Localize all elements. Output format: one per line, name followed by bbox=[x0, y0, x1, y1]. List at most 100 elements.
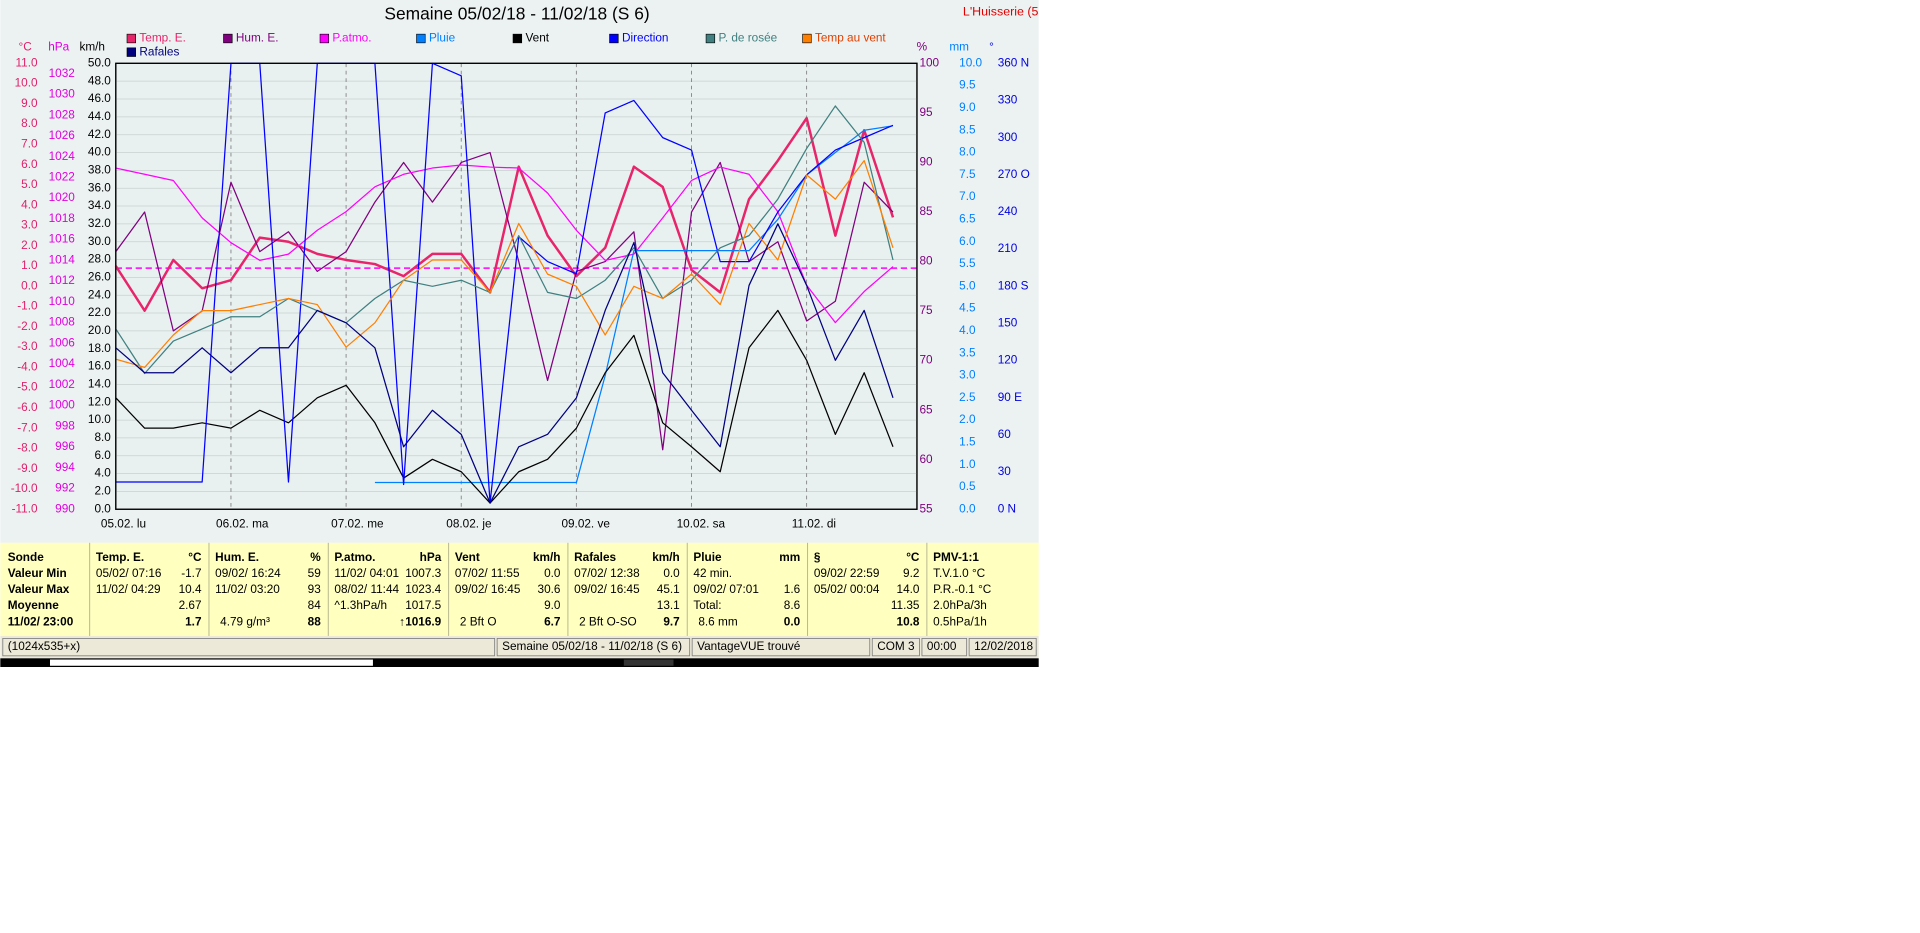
cell-text: 09/02/ 16:45 bbox=[574, 583, 640, 596]
cell-value: 6.7 bbox=[544, 615, 561, 628]
y-tick-label: 7.0 bbox=[959, 190, 976, 203]
y-tick-label: 1024 bbox=[49, 150, 76, 163]
series-line bbox=[115, 159, 894, 369]
y-tick-label: 32.0 bbox=[88, 217, 111, 230]
y-tick-label: 120 bbox=[998, 354, 1018, 367]
y-tick-label: 3.0 bbox=[21, 219, 38, 232]
y-tick-label: 75 bbox=[919, 304, 933, 317]
y-tick-label: 1.0 bbox=[959, 458, 976, 471]
status-cell bbox=[921, 637, 968, 657]
y-tick-label: 1.0 bbox=[21, 259, 38, 272]
cell-value: 88 bbox=[308, 615, 322, 628]
row-label: 11/02/ 23:00 bbox=[8, 615, 74, 628]
y-tick-label: 994 bbox=[55, 461, 75, 474]
cell-text: 11/02/ 04:29 bbox=[96, 583, 161, 596]
cell-value: 59 bbox=[308, 567, 321, 580]
y-tick-label: 1012 bbox=[49, 274, 75, 287]
cell-value: 0.0 bbox=[663, 567, 680, 580]
y-tick-label: 8.0 bbox=[94, 431, 111, 444]
cell-value: 9.2 bbox=[903, 567, 919, 580]
y-tick-label: 38.0 bbox=[88, 163, 111, 176]
y-tick-label: 42.0 bbox=[88, 128, 111, 141]
x-tick-label: 11.02. di bbox=[792, 517, 836, 530]
cell-value: 1017.5 bbox=[405, 599, 441, 612]
y-tick-label: 55 bbox=[919, 502, 933, 515]
x-tick-label: 10.02. sa bbox=[677, 517, 726, 530]
cell-value: 13.1 bbox=[657, 599, 680, 612]
column-header: P.atmo. bbox=[334, 551, 375, 564]
cell-text: ^1.3hPa/h bbox=[334, 599, 387, 612]
row-label: Valeur Max bbox=[8, 583, 70, 596]
y-tick-label: 28.0 bbox=[88, 253, 111, 266]
y-tick-label: 10.0 bbox=[959, 56, 982, 69]
y-tick-label: 95 bbox=[919, 106, 933, 119]
cell-value: 8.6 bbox=[784, 599, 801, 612]
y-tick-label: 46.0 bbox=[88, 92, 111, 105]
y-tick-label: 3.5 bbox=[959, 346, 976, 359]
x-tick-label: 07.02. me bbox=[331, 517, 384, 530]
status-text: (1024x535+x) bbox=[8, 640, 80, 653]
cell-text: 08/02/ 11:44 bbox=[334, 583, 399, 596]
series-line bbox=[114, 116, 895, 312]
cell-value: 0.0 bbox=[784, 615, 801, 628]
y-tick-label: -5.0 bbox=[17, 381, 38, 394]
y-tick-label: 5.0 bbox=[959, 279, 976, 292]
y-tick-label: -11.0 bbox=[12, 502, 38, 515]
legend-swatch bbox=[126, 33, 137, 44]
axis-unit: % bbox=[917, 40, 928, 53]
y-tick-label: 12.0 bbox=[88, 395, 111, 408]
legend-swatch bbox=[802, 33, 812, 44]
scroll-thumb bbox=[49, 659, 373, 666]
column-unit: mm bbox=[779, 551, 800, 564]
y-tick-label: 44.0 bbox=[88, 110, 111, 123]
column-header: Vent bbox=[455, 551, 480, 564]
y-tick-label: 60 bbox=[998, 428, 1012, 441]
y-tick-label: 6.0 bbox=[959, 235, 976, 248]
y-tick-label: 30.0 bbox=[88, 235, 111, 248]
status-text: 12/02/2018 bbox=[974, 640, 1033, 653]
cell-value: 1.6 bbox=[784, 583, 801, 596]
y-tick-label: 3.0 bbox=[959, 369, 976, 382]
y-tick-label: -8.0 bbox=[17, 442, 38, 455]
y-tick-label: 22.0 bbox=[88, 306, 111, 319]
y-tick-label: 1010 bbox=[49, 295, 76, 308]
legend-label: Rafales bbox=[139, 45, 179, 58]
legend-label: Pluie bbox=[429, 32, 456, 45]
cell-text: 09/02/ 16:45 bbox=[455, 583, 521, 596]
y-tick-label: 150 bbox=[998, 317, 1018, 330]
y-tick-label: 9.0 bbox=[21, 97, 38, 110]
cell-text: 2 Bft O bbox=[460, 615, 497, 628]
cell-text: 11/02/ 03:20 bbox=[215, 583, 280, 596]
cell-text: 07/02/ 11:55 bbox=[455, 567, 520, 580]
legend-label: P. de rosée bbox=[718, 32, 777, 45]
cell-value: 0.0 bbox=[544, 567, 561, 580]
legend-swatch bbox=[223, 33, 233, 44]
cell-value: 1023.4 bbox=[405, 583, 441, 596]
y-tick-label: 100 bbox=[919, 56, 939, 69]
y-tick-label: 270 O bbox=[998, 168, 1030, 181]
legend-label: Vent bbox=[525, 32, 549, 45]
y-tick-label: 1006 bbox=[49, 336, 76, 349]
column-unit: km/h bbox=[652, 551, 680, 564]
y-tick-label: 34.0 bbox=[88, 199, 111, 212]
column-header: PMV-1:1 bbox=[933, 551, 979, 564]
y-tick-label: 8.0 bbox=[959, 146, 976, 159]
legend-label: P.atmo. bbox=[332, 32, 371, 45]
y-tick-label: 180 S bbox=[998, 279, 1029, 292]
y-tick-label: 2.0 bbox=[94, 485, 111, 498]
cell-text: 42 min. bbox=[693, 567, 732, 580]
row-label: Sonde bbox=[8, 551, 44, 564]
y-tick-label: 1008 bbox=[49, 316, 76, 329]
cell-text: 07/02/ 12:38 bbox=[574, 567, 640, 580]
y-tick-label: 7.5 bbox=[959, 168, 976, 181]
summary-panel bbox=[0, 542, 1039, 636]
legend-label: Temp au vent bbox=[815, 32, 886, 45]
cell-value: 11.35 bbox=[891, 599, 920, 612]
cell-value: -1.7 bbox=[181, 567, 201, 580]
cell-value: 10.8 bbox=[897, 615, 920, 628]
y-tick-label: 0.0 bbox=[959, 502, 976, 515]
cell-text: 11/02/ 04:01 bbox=[334, 567, 399, 580]
y-tick-label: 9.0 bbox=[959, 101, 976, 114]
y-tick-label: 1032 bbox=[49, 67, 75, 80]
y-tick-label: 1030 bbox=[49, 88, 76, 101]
